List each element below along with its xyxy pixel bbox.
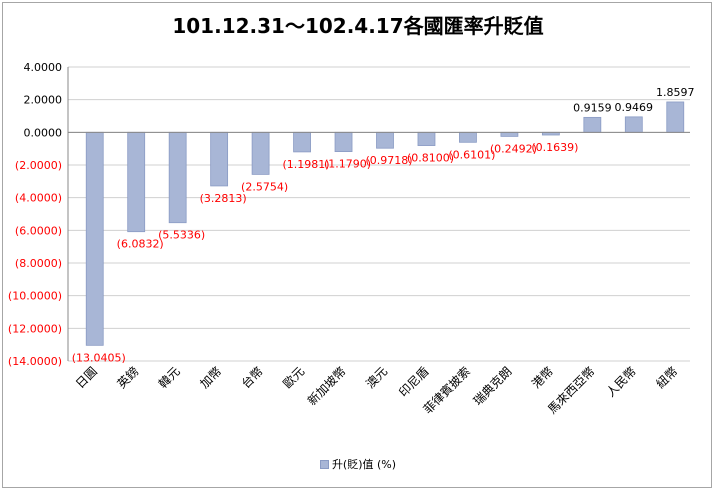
chart-title: 101.12.31～102.4.17各國匯率升貶值 bbox=[172, 14, 544, 38]
category-label: 歐元 bbox=[280, 364, 308, 392]
data-label: (13.0405) bbox=[72, 351, 126, 364]
bar bbox=[459, 131, 477, 143]
category-label: 澳元 bbox=[363, 364, 390, 391]
bar bbox=[85, 131, 104, 346]
data-label: (5.5336) bbox=[158, 229, 205, 242]
bar bbox=[293, 131, 311, 153]
category-label: 韓元 bbox=[156, 364, 183, 391]
category-label: 日圓 bbox=[73, 364, 100, 391]
y-tick-label: (8.0000) bbox=[15, 257, 62, 270]
data-label: (6.0832) bbox=[117, 238, 164, 251]
y-tick-label: (10.0000) bbox=[8, 290, 62, 303]
category-label: 人民幣 bbox=[604, 364, 639, 399]
y-tick-label: 2.0000 bbox=[24, 94, 63, 107]
data-label: (0.8100) bbox=[407, 152, 454, 165]
legend-label: 升(貶)值 (%) bbox=[331, 458, 397, 471]
data-label: (0.6101) bbox=[448, 148, 495, 161]
data-label: (3.2813) bbox=[200, 192, 247, 205]
category-label: 加幣 bbox=[197, 364, 224, 391]
data-label: (0.2492) bbox=[490, 142, 537, 155]
data-label: (2.5754) bbox=[241, 180, 288, 193]
bar bbox=[417, 131, 436, 146]
y-tick-label: (12.0000) bbox=[8, 322, 62, 335]
category-label: 台幣 bbox=[238, 364, 266, 392]
bar bbox=[666, 101, 685, 133]
y-tick-label: (14.0000) bbox=[8, 355, 62, 368]
bar bbox=[583, 116, 602, 133]
y-tick-label: 0.0000 bbox=[24, 126, 63, 139]
category-label: 英鎊 bbox=[114, 364, 142, 392]
data-label: (0.1639) bbox=[531, 141, 578, 154]
y-tick-label: (6.0000) bbox=[15, 224, 62, 237]
bar bbox=[127, 131, 146, 233]
data-label: (0.9718) bbox=[365, 154, 412, 167]
category-label: 印尼盾 bbox=[396, 364, 431, 399]
data-label: (1.1790) bbox=[324, 158, 371, 171]
bar bbox=[168, 131, 187, 224]
y-tick-label: (4.0000) bbox=[15, 192, 62, 205]
bar bbox=[251, 131, 270, 175]
y-tick-label: (2.0000) bbox=[15, 159, 62, 172]
data-label: 1.8597 bbox=[656, 86, 695, 99]
bar bbox=[334, 131, 353, 152]
bar bbox=[500, 131, 519, 137]
data-label: 0.9469 bbox=[615, 101, 654, 114]
legend-swatch bbox=[319, 459, 329, 469]
bar bbox=[624, 116, 643, 133]
category-label: 新加坡幣 bbox=[304, 364, 349, 409]
category-label: 紐幣 bbox=[654, 364, 681, 391]
data-label: 0.9159 bbox=[573, 101, 612, 114]
category-label: 瑞典克朗 bbox=[471, 364, 515, 408]
y-tick-label: 4.0000 bbox=[24, 61, 63, 74]
bar bbox=[376, 131, 394, 149]
data-label: (1.1981) bbox=[283, 158, 330, 171]
chart-legend: 升(貶)值 (%) bbox=[0, 456, 716, 472]
category-label: 港幣 bbox=[529, 364, 556, 391]
bar bbox=[210, 131, 229, 187]
